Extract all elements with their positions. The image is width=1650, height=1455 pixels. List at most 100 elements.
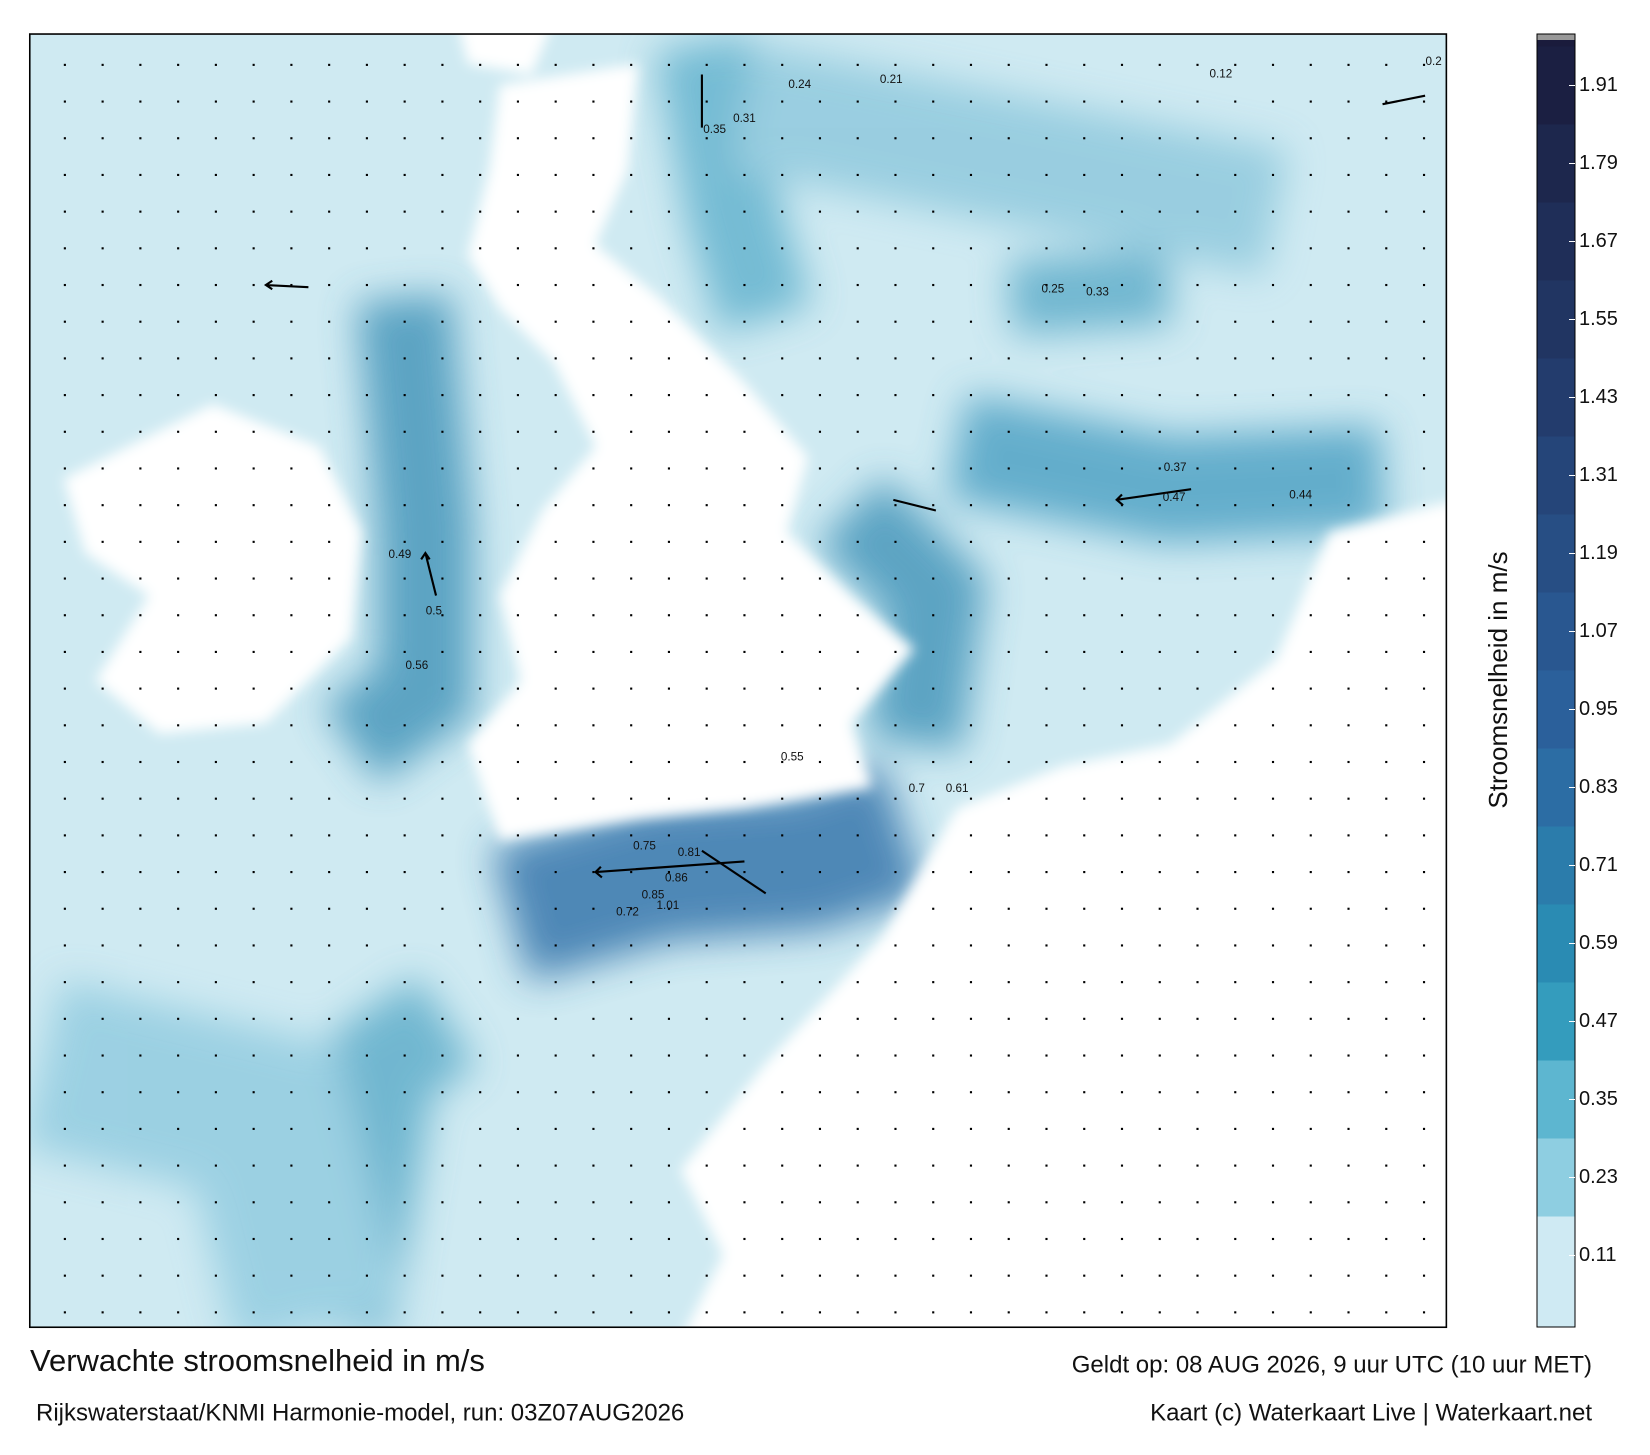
grid-dot [177, 504, 180, 507]
colorbar: 0.11 0.23 0.35 0.47 0.59 0.71 0.83 0.95 1.07 1.19… [1536, 33, 1618, 1328]
grid-dot [592, 467, 595, 470]
grid-dot [1422, 430, 1426, 433]
grid-dot [1271, 100, 1275, 103]
colorbar-band [1537, 202, 1575, 281]
grid-dot [1083, 320, 1086, 323]
grid-dot [1385, 724, 1388, 727]
grid-dot [516, 467, 519, 470]
grid-dot [592, 760, 595, 764]
grid-dot [1158, 1164, 1161, 1167]
grid-dot [479, 394, 482, 397]
grid-dot [781, 577, 784, 580]
grid-dot [1120, 137, 1124, 140]
grid-dot [818, 981, 822, 984]
grid-dot [1385, 577, 1388, 580]
grid-dot [667, 283, 671, 287]
grid-dot [1234, 320, 1237, 323]
grid-dot [743, 394, 746, 397]
grid-dot [63, 907, 66, 910]
grid-dot [630, 650, 633, 653]
grid-dot [894, 1127, 897, 1130]
grid-dot [403, 173, 406, 177]
grid-dot [1045, 1054, 1048, 1057]
grid-dot [1347, 173, 1350, 177]
grid-dot [1045, 1017, 1048, 1020]
grid-dot [856, 1274, 859, 1277]
grid-dot [214, 871, 217, 874]
grid-dot [932, 357, 935, 360]
grid-dot [592, 797, 595, 800]
current-label: 0.24 [788, 78, 811, 91]
grid-dot [139, 430, 142, 433]
grid-dot [328, 210, 331, 213]
grid-dot [667, 834, 671, 837]
grid-dot [1158, 834, 1161, 837]
grid-dot [1347, 540, 1350, 543]
grid-dot [856, 504, 859, 507]
grid-dot [1158, 1091, 1161, 1094]
colorbar-band [1537, 358, 1575, 437]
grid-dot [743, 63, 746, 66]
grid-dot [1271, 394, 1275, 397]
grid-dot [781, 1054, 784, 1057]
grid-dot [932, 981, 935, 984]
grid-dot [365, 394, 368, 397]
grid-dot [101, 320, 104, 323]
grid-dot [516, 100, 519, 103]
grid-dot [667, 100, 671, 103]
grid-dot [932, 1274, 935, 1277]
grid-dot [139, 247, 142, 250]
grid-dot [403, 577, 406, 580]
grid-dot [101, 1274, 104, 1277]
grid-dot [290, 724, 293, 727]
grid-dot [1347, 760, 1350, 764]
grid-dot [932, 834, 935, 837]
grid-dot [781, 467, 784, 470]
grid-dot [403, 760, 406, 764]
grid-dot [743, 430, 746, 433]
grid-dot [1196, 357, 1199, 360]
grid-dot [818, 1054, 822, 1057]
grid-dot [667, 1054, 671, 1057]
grid-dot [1234, 504, 1237, 507]
grid-dot [63, 1201, 66, 1204]
grid-dot [1007, 63, 1010, 66]
grid-dot [1347, 504, 1350, 507]
grid-dot [1385, 1274, 1388, 1277]
grid-dot [1347, 1164, 1350, 1167]
grid-dot [1309, 247, 1312, 250]
grid-dot [1422, 1127, 1426, 1130]
grid-dot [932, 137, 935, 140]
grid-dot [403, 650, 406, 653]
grid-dot [856, 944, 859, 947]
grid-dot [1120, 760, 1124, 764]
grid-dot [630, 394, 633, 397]
grid-dot [554, 1127, 557, 1130]
grid-dot [667, 797, 671, 800]
grid-dot [1309, 724, 1312, 727]
grid-dot [479, 760, 482, 764]
grid-dot [1422, 907, 1426, 910]
grid-dot [1196, 467, 1199, 470]
current-label: 0.33 [1086, 286, 1109, 299]
grid-dot [894, 1164, 897, 1167]
grid-dot [1158, 907, 1161, 910]
grid-dot [328, 1237, 331, 1241]
grid-dot [1422, 1274, 1426, 1277]
grid-dot [1196, 1054, 1199, 1057]
grid-dot [1158, 1054, 1161, 1057]
grid-dot [328, 1274, 331, 1277]
grid-dot [1234, 944, 1237, 947]
grid-dot [894, 577, 897, 580]
grid-dot [328, 1054, 331, 1057]
grid-dot [856, 871, 859, 874]
grid-dot [1422, 1201, 1426, 1204]
grid-dot [328, 614, 331, 617]
colorbar-cap [1537, 34, 1575, 40]
grid-dot [479, 724, 482, 727]
grid-dot [1234, 760, 1237, 764]
grid-dot [177, 1164, 180, 1167]
grid-dot [818, 210, 822, 213]
grid-dot [856, 577, 859, 580]
grid-dot [63, 1237, 66, 1241]
